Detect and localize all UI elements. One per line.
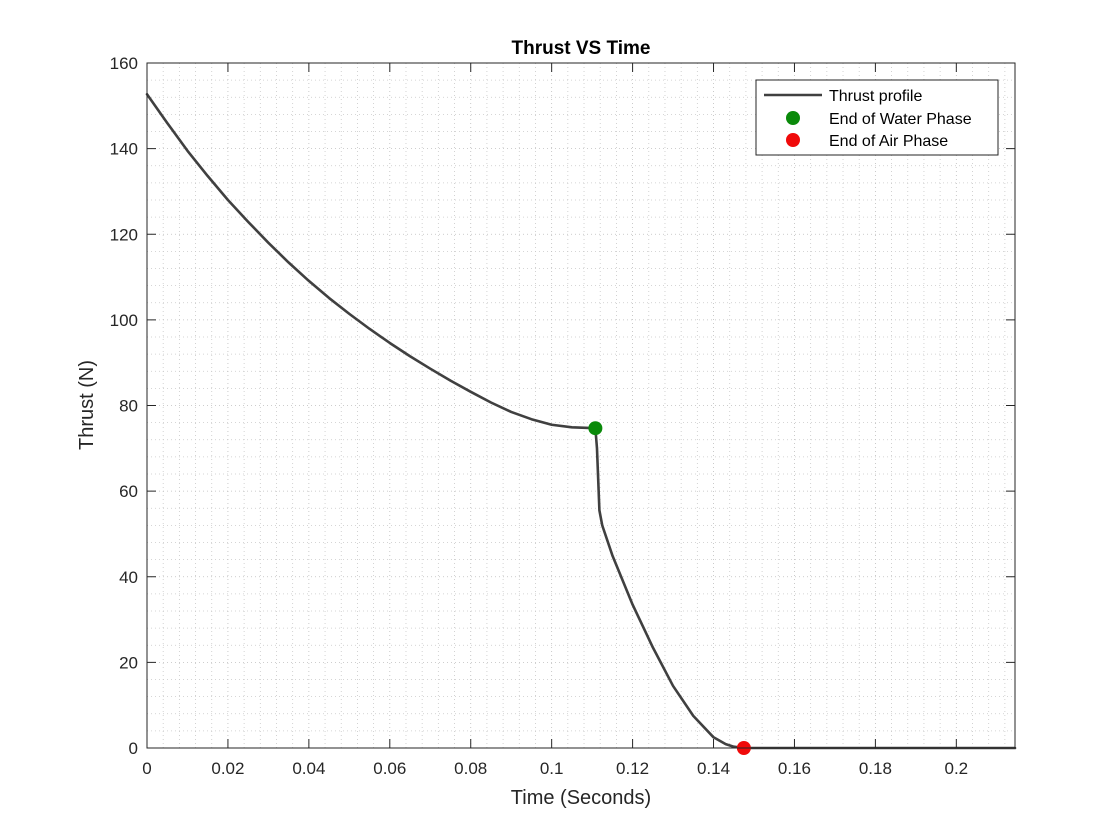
- x-tick-label: 0.02: [211, 759, 244, 778]
- y-tick-label: 140: [110, 140, 138, 159]
- x-tick-label: 0.14: [697, 759, 730, 778]
- x-tick-label: 0.18: [859, 759, 892, 778]
- y-tick-label: 60: [119, 482, 138, 501]
- legend: Thrust profile End of Water Phase End of…: [755, 79, 999, 156]
- y-tick-label: 120: [110, 225, 138, 244]
- y-tick-label: 100: [110, 311, 138, 330]
- thrust-profile-line: [145, 92, 1017, 750]
- plot-area: [147, 63, 1015, 748]
- legend-label-thrust-profile: Thrust profile: [829, 88, 922, 105]
- x-tick-label: 0: [142, 759, 151, 778]
- minor-grid: [147, 63, 1015, 748]
- x-axis-label: Time (Seconds): [511, 787, 651, 809]
- legend-marker-air-phase: [786, 133, 800, 147]
- legend-marker-water-phase: [786, 111, 800, 125]
- x-tick-label: 0.2: [945, 759, 969, 778]
- chart-title: Thrust VS Time: [511, 38, 650, 59]
- y-tick-label: 40: [119, 568, 138, 587]
- x-tick-label: 0.04: [292, 759, 325, 778]
- x-tick-label: 0.06: [373, 759, 406, 778]
- x-tick-label: 0.1: [540, 759, 564, 778]
- legend-label-air-phase: End of Air Phase: [829, 133, 948, 150]
- x-tick-label: 0.16: [778, 759, 811, 778]
- y-tick-labels: 0 20 40 60 80 100 120 140 160: [110, 54, 138, 758]
- y-tick-label: 160: [110, 54, 138, 73]
- x-tick-label: 0.08: [454, 759, 487, 778]
- x-tick-label: 0.12: [616, 759, 649, 778]
- y-tick-label: 80: [119, 397, 138, 416]
- tick-marks: [146, 62, 1015, 749]
- legend-label-water-phase: End of Water Phase: [829, 111, 972, 128]
- end-of-water-phase-marker: [588, 421, 603, 436]
- y-axis-label: Thrust (N): [76, 360, 98, 450]
- y-tick-label: 20: [119, 653, 138, 672]
- x-tick-labels: 0 0.02 0.04 0.06 0.08 0.1 0.12 0.14 0.16 0.18 0.2: [142, 759, 968, 778]
- y-tick-label: 0: [129, 739, 138, 758]
